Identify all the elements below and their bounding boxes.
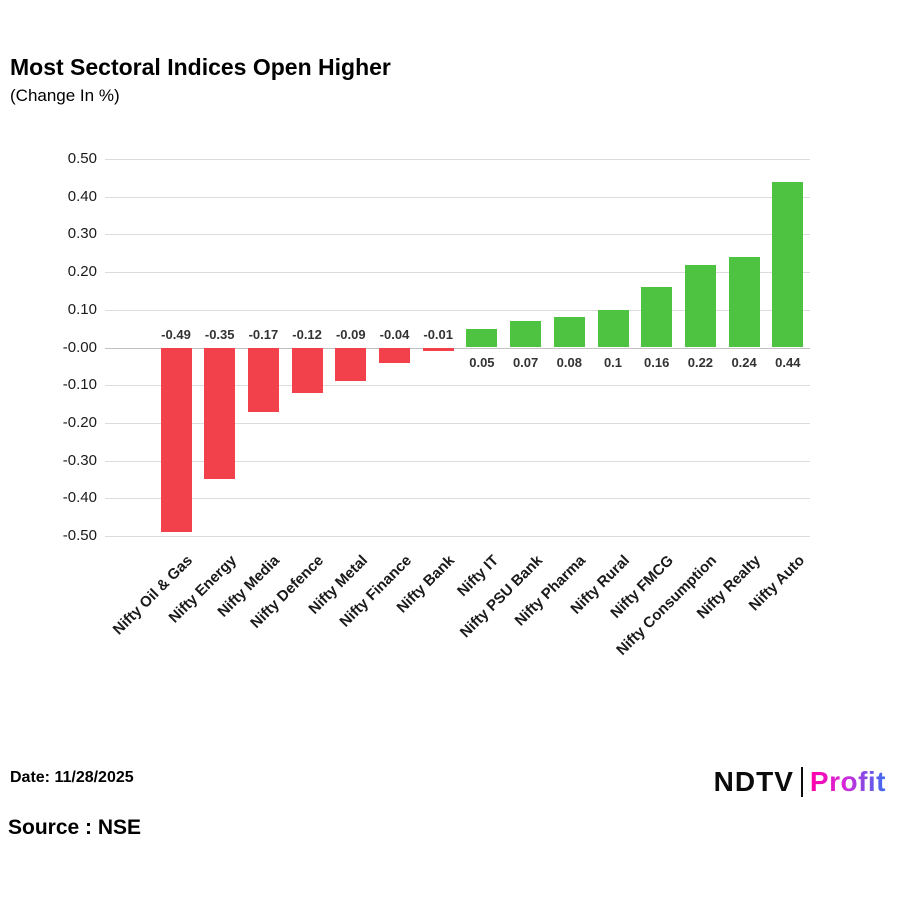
bar	[641, 287, 673, 348]
bar	[684, 264, 716, 348]
bar	[772, 181, 804, 348]
bar-value-label: 0.22	[687, 354, 714, 370]
y-axis-tick-label: -0.50	[62, 527, 97, 544]
gridline	[105, 536, 810, 537]
chart-subtitle: (Change In %)	[10, 86, 120, 105]
chart-title: Most Sectoral Indices Open Higher	[10, 54, 391, 80]
bar	[247, 347, 279, 412]
bar-value-label: -0.09	[335, 326, 366, 342]
bar-value-label: -0.04	[379, 326, 410, 342]
date-label: Date: 11/28/2025	[10, 769, 134, 786]
bar-value-label: 0.24	[731, 354, 757, 370]
y-axis-tick-label: -0.10	[62, 376, 97, 394]
bar-value-label: 0.07	[512, 354, 539, 370]
bar	[291, 347, 323, 393]
y-axis-tick-label: 0.50	[67, 150, 97, 167]
gridline	[105, 385, 810, 387]
gridline	[105, 498, 810, 500]
y-axis-tick-label: -0.00	[62, 338, 97, 356]
gridline	[105, 272, 810, 274]
bar	[160, 347, 192, 533]
bar	[553, 317, 585, 348]
ndtv-profit-logo: NDTV Profit	[714, 766, 886, 798]
logo-profit-text: Profit	[809, 766, 886, 797]
source-label: Source : NSE	[8, 816, 142, 839]
bar	[510, 321, 542, 348]
logo-separator	[800, 767, 803, 797]
gridline	[105, 196, 810, 198]
gridline	[105, 309, 810, 311]
bar-value-label: 0.16	[644, 354, 670, 370]
y-axis-tick-label: 0.20	[67, 263, 97, 281]
y-axis-tick-label: -0.40	[62, 489, 97, 507]
bar	[204, 347, 236, 480]
bar	[466, 328, 498, 348]
bar	[422, 347, 454, 352]
bar-value-label: 0.1	[603, 354, 623, 370]
y-axis-tick-label: 0.40	[67, 187, 97, 205]
bar	[728, 257, 760, 348]
bar-value-label: -0.17	[248, 326, 279, 342]
bar	[335, 347, 367, 382]
y-axis-tick-label: -0.30	[62, 451, 97, 469]
y-axis-tick-label: -0.20	[62, 413, 97, 431]
bar-value-label: 0.05	[469, 354, 495, 370]
bar-value-label: -0.01	[423, 326, 453, 342]
gridline	[105, 159, 810, 160]
bar	[597, 309, 629, 348]
bar-value-label: -0.12	[292, 326, 322, 342]
logo-ndtv-text: NDTV	[713, 766, 794, 797]
gridline	[105, 422, 810, 424]
bar	[379, 347, 410, 363]
bar-value-label: -0.49	[161, 326, 191, 342]
bar-value-label: 0.44	[775, 354, 801, 370]
bar-value-label: -0.35	[204, 326, 235, 342]
y-axis-tick-label: 0.10	[67, 300, 97, 318]
y-axis-tick-label: 0.30	[67, 225, 97, 243]
bar-value-label: 0.08	[556, 354, 582, 370]
gridline	[105, 234, 810, 236]
gridline	[105, 347, 810, 349]
gridline	[105, 460, 810, 462]
